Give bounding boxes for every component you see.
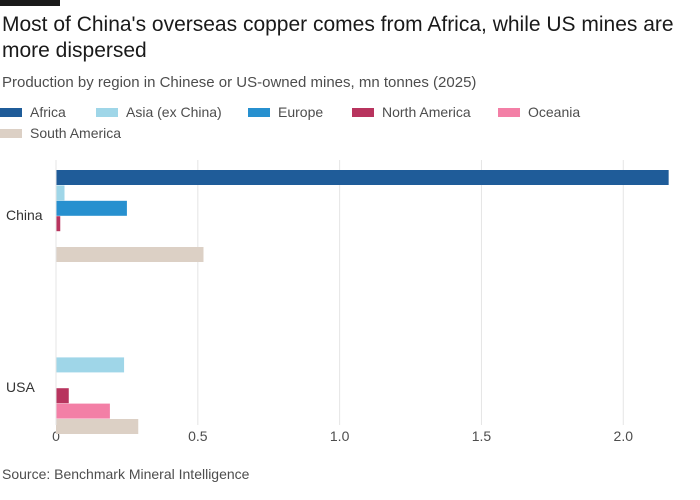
legend-label: Oceania [528,104,581,120]
legend-swatch [96,107,118,117]
bar-china-asia-ex-china [56,185,65,201]
legend-item-asia-ex-china: Asia (ex China) [96,104,222,120]
legend-swatch [0,107,22,117]
legend-swatch [0,128,22,138]
legend-swatch [352,107,374,117]
bar-china-europe [56,200,127,216]
legend-item-north-america: North America [352,104,471,120]
x-tick-label: 1.5 [472,428,492,444]
legend-swatch [498,107,520,117]
legend-label: Europe [278,104,324,120]
chart-subtitle: Production by region in Chinese or US-ow… [2,74,477,91]
x-tick-label: 2.0 [614,428,634,444]
chart-title: Most of China's overseas copper comes fr… [2,13,674,62]
legend-swatch [248,107,270,117]
legend-item-africa: Africa [0,104,66,120]
legend-label: South America [30,125,122,141]
bar-china-south-america [56,247,204,262]
category-label-usa: USA [6,379,35,395]
legend: Africa Asia (ex China) Europe North America… [0,104,700,148]
x-tick-label: 1.0 [330,428,350,444]
legend-label: North America [382,104,471,120]
legend-item-oceania: Oceania [498,104,580,120]
bar-usa-asia-ex-china [56,357,125,373]
legend-label: Asia (ex China) [126,104,222,120]
category-label-china: China [6,207,43,223]
brand-bar [0,0,60,6]
bar-usa-oceania [56,403,110,419]
legend-item-europe: Europe [248,104,323,120]
legend-item-south-america: South America [0,125,121,141]
legend-label: Africa [30,104,66,120]
bar-usa-south-america [56,419,139,434]
source-note: Source: Benchmark Mineral Intelligence [2,466,250,482]
bar-china-africa [56,170,669,185]
x-tick-label: 0.5 [188,428,208,444]
bar-china-north-america [56,216,61,232]
x-tick-label: 0 [52,428,60,444]
bar-usa-north-america [56,388,69,404]
